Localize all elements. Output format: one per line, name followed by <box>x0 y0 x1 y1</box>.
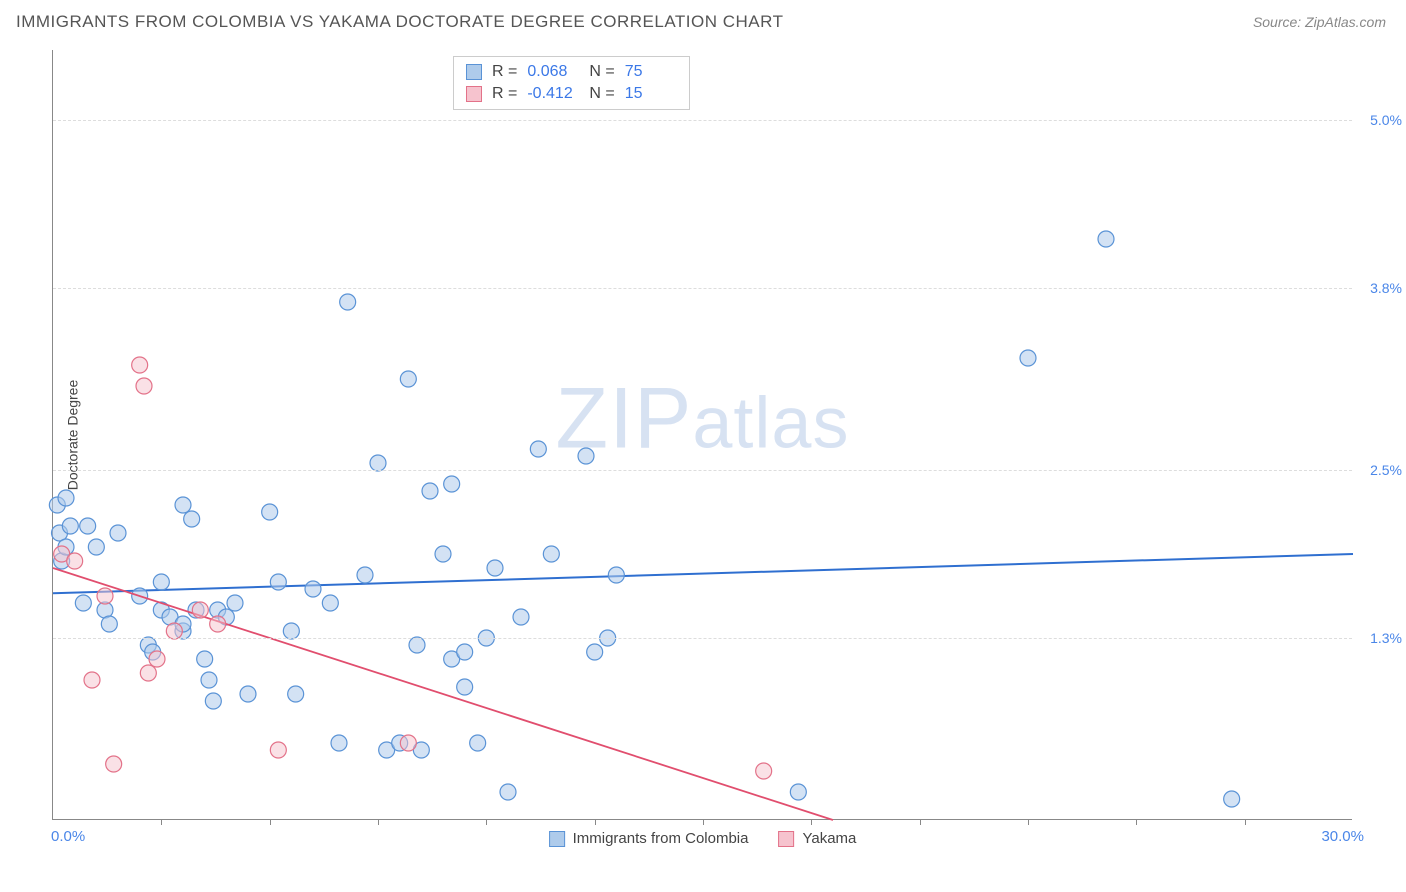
data-point <box>322 595 338 611</box>
data-point <box>240 686 256 702</box>
data-point <box>422 483 438 499</box>
data-point <box>470 735 486 751</box>
x-tick-mark <box>486 819 487 825</box>
y-tick-label: 1.3% <box>1357 630 1402 646</box>
x-tick-mark <box>703 819 704 825</box>
stats-row-a: R = 0.068 N = 75 <box>466 61 677 83</box>
data-point <box>305 581 321 597</box>
data-point <box>227 595 243 611</box>
data-point <box>175 497 191 513</box>
data-point <box>543 546 559 562</box>
plot-svg <box>53 50 1352 819</box>
legend-swatch-a <box>549 831 565 847</box>
data-point <box>58 490 74 506</box>
data-point <box>205 693 221 709</box>
data-point <box>331 735 347 751</box>
data-point <box>608 567 624 583</box>
chart-header: IMMIGRANTS FROM COLOMBIA VS YAKAMA DOCTO… <box>0 0 1406 40</box>
x-axis-max: 30.0% <box>1321 828 1364 845</box>
legend-swatch-b <box>778 831 794 847</box>
gridline <box>53 288 1352 289</box>
bottom-legend: Immigrants from Colombia Yakama <box>549 830 857 847</box>
data-point <box>67 553 83 569</box>
data-point <box>132 357 148 373</box>
data-point <box>587 644 603 660</box>
y-tick-label: 5.0% <box>1357 112 1402 128</box>
data-point <box>75 595 91 611</box>
data-point <box>500 784 516 800</box>
data-point <box>88 539 104 555</box>
data-point <box>530 441 546 457</box>
legend-item-a: Immigrants from Colombia <box>549 830 749 847</box>
data-point <box>270 742 286 758</box>
data-point <box>97 588 113 604</box>
x-axis-min: 0.0% <box>51 828 85 845</box>
data-point <box>210 616 226 632</box>
y-tick-label: 3.8% <box>1357 280 1402 296</box>
x-tick-mark <box>270 819 271 825</box>
x-tick-mark <box>595 819 596 825</box>
data-point <box>184 511 200 527</box>
gridline <box>53 638 1352 639</box>
data-point <box>101 616 117 632</box>
gridline <box>53 120 1352 121</box>
data-point <box>457 644 473 660</box>
data-point <box>487 560 503 576</box>
x-tick-mark <box>161 819 162 825</box>
data-point <box>283 623 299 639</box>
x-tick-mark <box>378 819 379 825</box>
data-point <box>790 784 806 800</box>
x-tick-mark <box>811 819 812 825</box>
x-tick-mark <box>1245 819 1246 825</box>
stats-legend: R = 0.068 N = 75 R = -0.412 N = 15 <box>453 56 690 110</box>
source-credit: Source: ZipAtlas.com <box>1253 14 1386 30</box>
stats-row-b: R = -0.412 N = 15 <box>466 83 677 105</box>
data-point <box>106 756 122 772</box>
y-tick-label: 2.5% <box>1357 462 1402 478</box>
data-point <box>409 637 425 653</box>
data-point <box>400 371 416 387</box>
swatch-a <box>466 64 482 80</box>
data-point <box>197 651 213 667</box>
legend-item-b: Yakama <box>778 830 856 847</box>
data-point <box>370 455 386 471</box>
data-point <box>270 574 286 590</box>
data-point <box>1020 350 1036 366</box>
data-point <box>513 609 529 625</box>
data-point <box>166 623 182 639</box>
x-tick-mark <box>1028 819 1029 825</box>
data-point <box>110 525 126 541</box>
data-point <box>262 504 278 520</box>
data-point <box>756 763 772 779</box>
data-point <box>201 672 217 688</box>
data-point <box>62 518 78 534</box>
data-point <box>136 378 152 394</box>
data-point <box>288 686 304 702</box>
data-point <box>192 602 208 618</box>
data-point <box>578 448 594 464</box>
data-point <box>357 567 373 583</box>
data-point <box>1098 231 1114 247</box>
data-point <box>140 665 156 681</box>
x-tick-mark <box>1136 819 1137 825</box>
trend-line <box>53 568 833 820</box>
data-point <box>400 735 416 751</box>
swatch-b <box>466 86 482 102</box>
data-point <box>84 672 100 688</box>
data-point <box>444 476 460 492</box>
data-point <box>80 518 96 534</box>
data-point <box>435 546 451 562</box>
data-point <box>149 651 165 667</box>
data-point <box>1224 791 1240 807</box>
trend-line <box>53 554 1353 593</box>
x-tick-mark <box>920 819 921 825</box>
data-point <box>457 679 473 695</box>
scatter-chart: Doctorate Degree ZIPatlas R = 0.068 N = … <box>52 50 1352 820</box>
data-point <box>153 574 169 590</box>
gridline <box>53 470 1352 471</box>
data-point <box>340 294 356 310</box>
chart-title: IMMIGRANTS FROM COLOMBIA VS YAKAMA DOCTO… <box>16 12 784 32</box>
